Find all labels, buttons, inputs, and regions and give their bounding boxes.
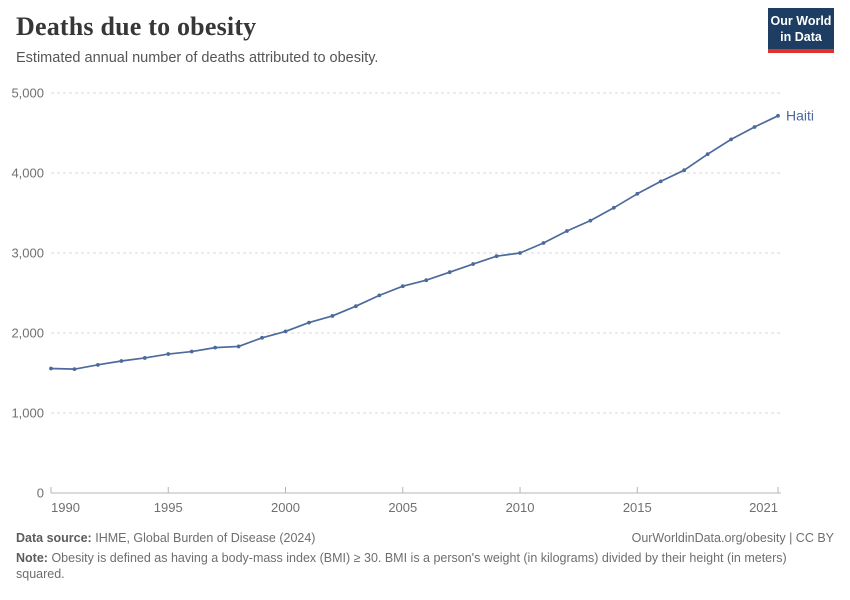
source-row: Data source: IHME, Global Burden of Dise…: [16, 530, 834, 546]
y-axis-tick-label: 1,000: [11, 406, 44, 421]
haiti-data-point[interactable]: [72, 367, 77, 372]
haiti-data-point[interactable]: [682, 168, 687, 173]
x-axis-tick-label: 1995: [154, 500, 183, 515]
owid-logo-line2: in Data: [780, 30, 822, 45]
note-value: Obesity is defined as having a body-mass…: [16, 551, 787, 581]
haiti-data-point[interactable]: [307, 320, 311, 325]
data-source-label: Data source:: [16, 531, 92, 545]
haiti-data-point[interactable]: [447, 270, 452, 275]
owid-logo[interactable]: Our World in Data: [768, 8, 834, 53]
haiti-data-point[interactable]: [166, 352, 171, 356]
haiti-data-point[interactable]: [588, 218, 593, 223]
line-chart: 0 1,000 2,000 3,000 4,000 5,000 1990 1995 2000 20…: [11, 86, 814, 516]
haiti-data-point[interactable]: [541, 241, 546, 245]
y-axis-tick-label: 2,000: [11, 326, 44, 341]
haiti-data-point[interactable]: [471, 262, 476, 266]
haiti-data-point[interactable]: [705, 152, 710, 157]
chart-footer: Data source: IHME, Global Burden of Dise…: [16, 530, 834, 583]
data-source: Data source: IHME, Global Burden of Dise…: [16, 530, 315, 546]
haiti-data-point[interactable]: [119, 359, 124, 363]
haiti-series-label[interactable]: Haiti: [786, 107, 814, 123]
haiti-data-point[interactable]: [752, 125, 757, 129]
haiti-data-point[interactable]: [377, 293, 382, 298]
x-axis-tick-label: 2015: [623, 500, 652, 515]
haiti-data-point[interactable]: [729, 137, 733, 142]
x-axis-tick-label: 1990: [51, 500, 80, 515]
haiti-data-point[interactable]: [283, 329, 288, 334]
x-axis-tick-label: 2005: [388, 500, 417, 515]
haiti-data-point[interactable]: [189, 349, 194, 354]
haiti-data-point[interactable]: [213, 345, 218, 350]
chart-subtitle: Estimated annual number of deaths attrib…: [16, 50, 379, 66]
note-label: Note:: [16, 551, 48, 566]
data-source-value: IHME, Global Burden of Disease (2024): [95, 531, 316, 545]
owid-logo-line1: Our World: [770, 14, 832, 28]
haiti-data-point[interactable]: [49, 366, 53, 371]
y-axis-tick-label: 0: [37, 486, 44, 501]
chart-header: Deaths due to obesity Estimated annual n…: [16, 12, 740, 66]
haiti-data-point[interactable]: [518, 251, 522, 255]
x-axis-tick-label: 2000: [271, 500, 300, 515]
haiti-data-point[interactable]: [494, 254, 499, 259]
haiti-data-point[interactable]: [635, 191, 640, 196]
haiti-data-point[interactable]: [330, 314, 335, 318]
haiti-data-point[interactable]: [260, 335, 264, 340]
haiti-data-point[interactable]: [565, 229, 569, 233]
y-axis-tick-label: 5,000: [11, 86, 44, 101]
haiti-data-point[interactable]: [236, 344, 241, 349]
haiti-data-point[interactable]: [400, 284, 405, 289]
haiti-data-point[interactable]: [658, 179, 663, 184]
y-axis-tick-label: 4,000: [11, 166, 44, 181]
haiti-data-point[interactable]: [142, 356, 147, 360]
x-axis-tick-label: 2010: [506, 500, 535, 515]
page-title: Deaths due to obesity: [16, 12, 257, 41]
license-link[interactable]: OurWorldinData.org/obesity | CC BY: [631, 531, 834, 545]
haiti-data-point[interactable]: [353, 304, 358, 309]
haiti-data-point[interactable]: [424, 278, 429, 283]
y-axis-tick-label: 3,000: [11, 246, 44, 261]
x-axis-tick-label: 2021: [749, 500, 778, 515]
haiti-data-point[interactable]: [96, 362, 100, 367]
haiti-data-point[interactable]: [611, 205, 616, 210]
haiti-data-point[interactable]: [776, 113, 780, 118]
chart-note: Note: Obesity is defined as having a bod…: [16, 551, 834, 582]
haiti-series-line[interactable]: [50, 114, 779, 371]
